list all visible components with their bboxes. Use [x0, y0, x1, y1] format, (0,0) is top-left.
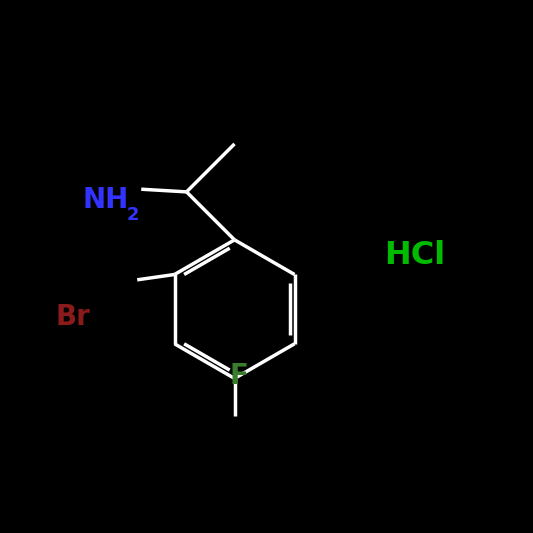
Text: NH: NH — [83, 186, 129, 214]
Text: 2: 2 — [126, 206, 139, 224]
Text: F: F — [229, 362, 248, 390]
Text: HCl: HCl — [384, 240, 445, 271]
Text: Br: Br — [56, 303, 91, 331]
